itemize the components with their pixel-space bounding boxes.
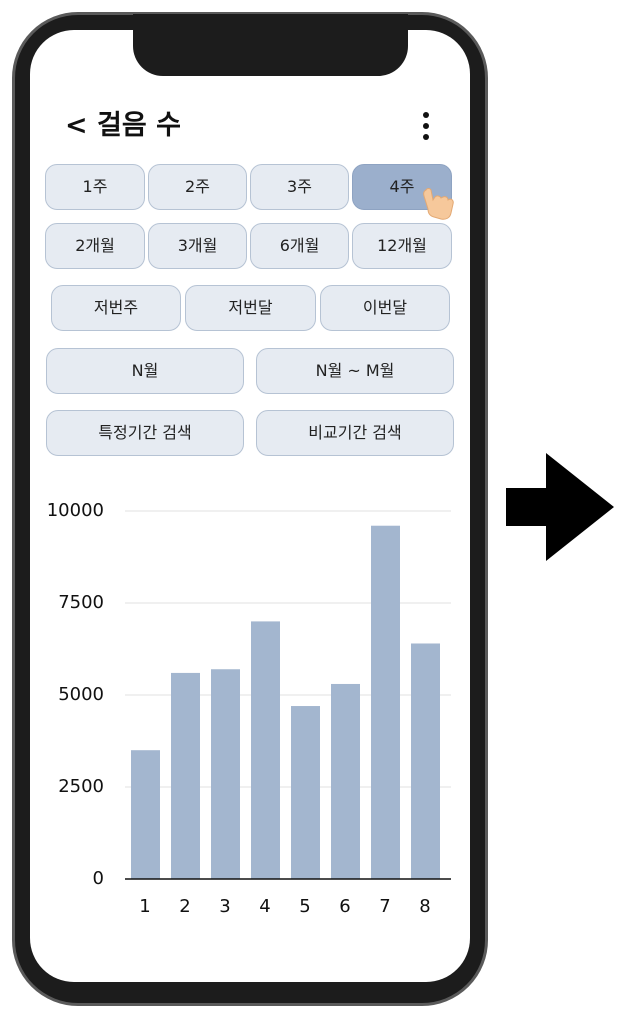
period-6-month-button[interactable]: 6개월 <box>250 223 349 269</box>
tap-hand-icon <box>423 188 454 220</box>
period-2-week-button[interactable]: 2주 <box>148 164 247 210</box>
bar-7 <box>371 525 400 879</box>
period-2-month-button[interactable]: 2개월 <box>45 223 145 269</box>
n-to-m-month-button[interactable]: N월 ~ M월 <box>256 348 454 394</box>
x-tick-label: 7 <box>379 896 391 917</box>
x-tick-label: 1 <box>139 896 151 917</box>
bar-3 <box>211 669 240 879</box>
phone-notch <box>133 14 408 76</box>
last-week-button[interactable]: 저번주 <box>51 285 181 331</box>
specific-period-search-button[interactable]: 특정기간 검색 <box>46 410 244 456</box>
bar-1 <box>131 750 160 879</box>
x-tick-label: 3 <box>219 896 231 917</box>
last-month-button[interactable]: 저번달 <box>185 285 316 331</box>
y-tick-label: 7500 <box>58 592 104 613</box>
bar-6 <box>331 683 360 879</box>
x-tick-label: 6 <box>339 896 351 917</box>
more-vert-icon[interactable] <box>418 112 434 140</box>
bar-5 <box>291 706 320 879</box>
x-tick-label: 2 <box>179 896 191 917</box>
x-tick-label: 4 <box>259 896 271 917</box>
y-tick-label: 2500 <box>58 776 104 797</box>
y-tick-label: 10000 <box>46 500 104 521</box>
x-tick-label: 8 <box>419 896 431 917</box>
period-1-week-button[interactable]: 1주 <box>45 164 145 210</box>
bar-2 <box>171 672 200 879</box>
y-tick-label: 5000 <box>58 684 104 705</box>
x-tick-label: 5 <box>299 896 311 917</box>
bar-4 <box>251 621 280 879</box>
period-3-week-button[interactable]: 3주 <box>250 164 349 210</box>
steps-bar-chart <box>125 510 451 880</box>
compare-period-search-button[interactable]: 비교기간 검색 <box>256 410 454 456</box>
period-12-month-button[interactable]: 12개월 <box>352 223 452 269</box>
bar-8 <box>411 643 440 879</box>
page-title[interactable]: < 걸음 수 <box>65 110 181 141</box>
this-month-button[interactable]: 이번달 <box>320 285 450 331</box>
y-tick-label: 0 <box>92 868 104 889</box>
n-month-button[interactable]: N월 <box>46 348 244 394</box>
period-3-month-button[interactable]: 3개월 <box>148 223 247 269</box>
right-arrow-icon <box>506 453 614 561</box>
